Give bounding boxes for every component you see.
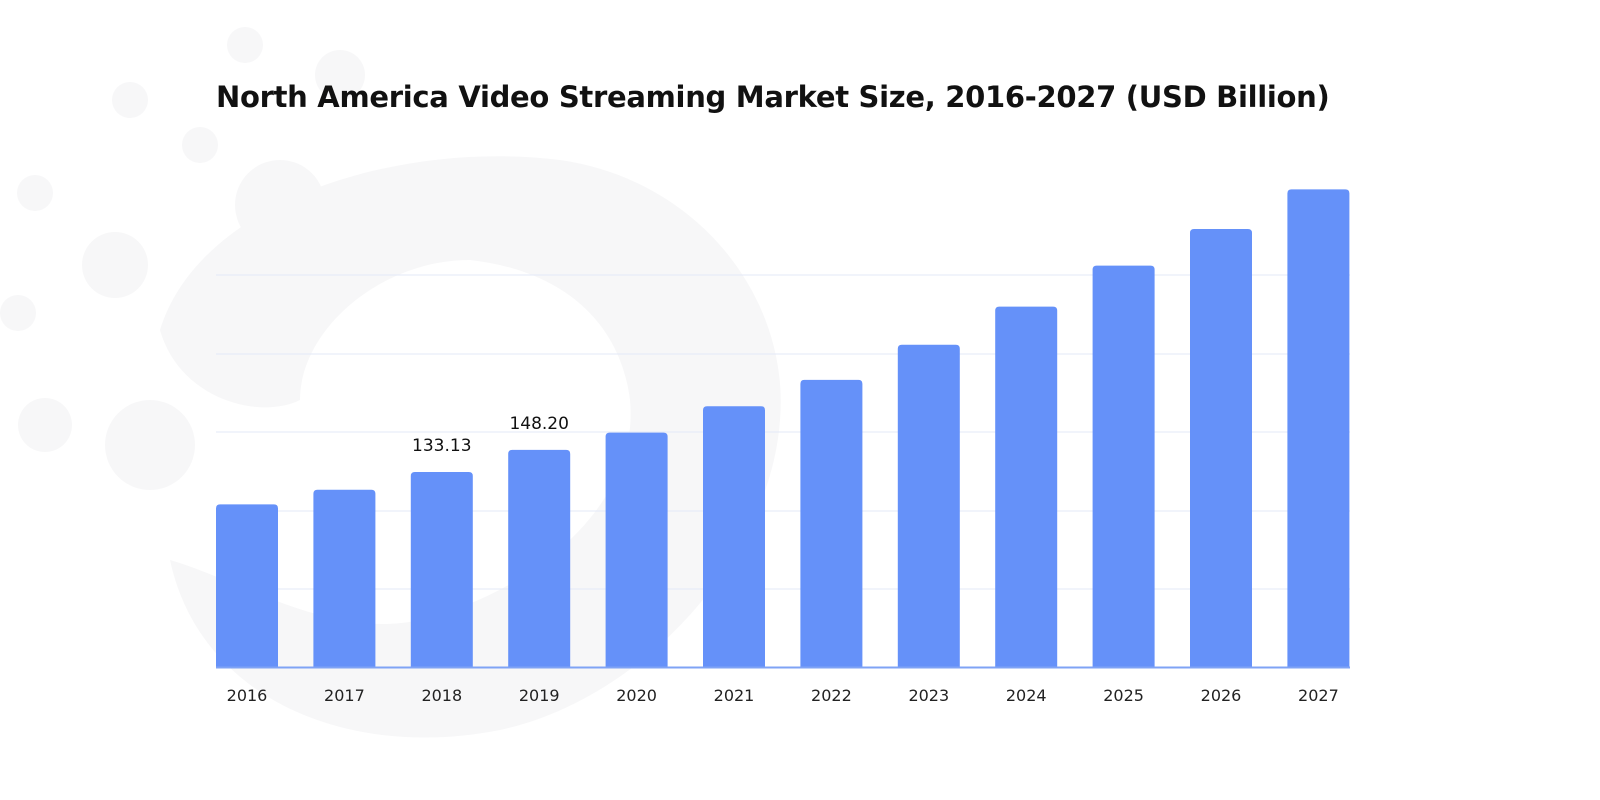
x-tick-label-2020: 2020 <box>616 686 657 705</box>
bar-2018 <box>410 471 473 667</box>
x-tick-label-2025: 2025 <box>1103 686 1144 705</box>
bar-2017 <box>313 489 376 667</box>
bar-2016 <box>216 504 278 667</box>
x-tick-label-2021: 2021 <box>714 686 755 705</box>
bar-2026 <box>1190 228 1252 667</box>
x-tick-label-2017: 2017 <box>324 686 365 705</box>
x-tick-label-2024: 2024 <box>1006 686 1047 705</box>
x-tick-label-2019: 2019 <box>519 686 560 705</box>
bar-2023 <box>897 344 960 667</box>
x-tick-label-2026: 2026 <box>1201 686 1242 705</box>
x-tick-label-2016: 2016 <box>227 686 268 705</box>
x-tick-label-2018: 2018 <box>421 686 462 705</box>
data-label-2019: 148.20 <box>509 414 568 434</box>
bar-2021 <box>703 406 765 667</box>
x-tick-label-2022: 2022 <box>811 686 852 705</box>
x-tick-label-2027: 2027 <box>1298 686 1339 705</box>
bar-2024 <box>995 306 1058 667</box>
bar-2027 <box>1287 189 1350 667</box>
bar-2022 <box>800 379 863 667</box>
bar-2020 <box>605 432 668 667</box>
bar-2025 <box>1092 265 1155 667</box>
bar-2019 <box>508 449 571 667</box>
x-tick-label-2023: 2023 <box>908 686 949 705</box>
data-label-2018: 133.13 <box>412 436 471 456</box>
chart-title: North America Video Streaming Market Siz… <box>216 80 1330 114</box>
